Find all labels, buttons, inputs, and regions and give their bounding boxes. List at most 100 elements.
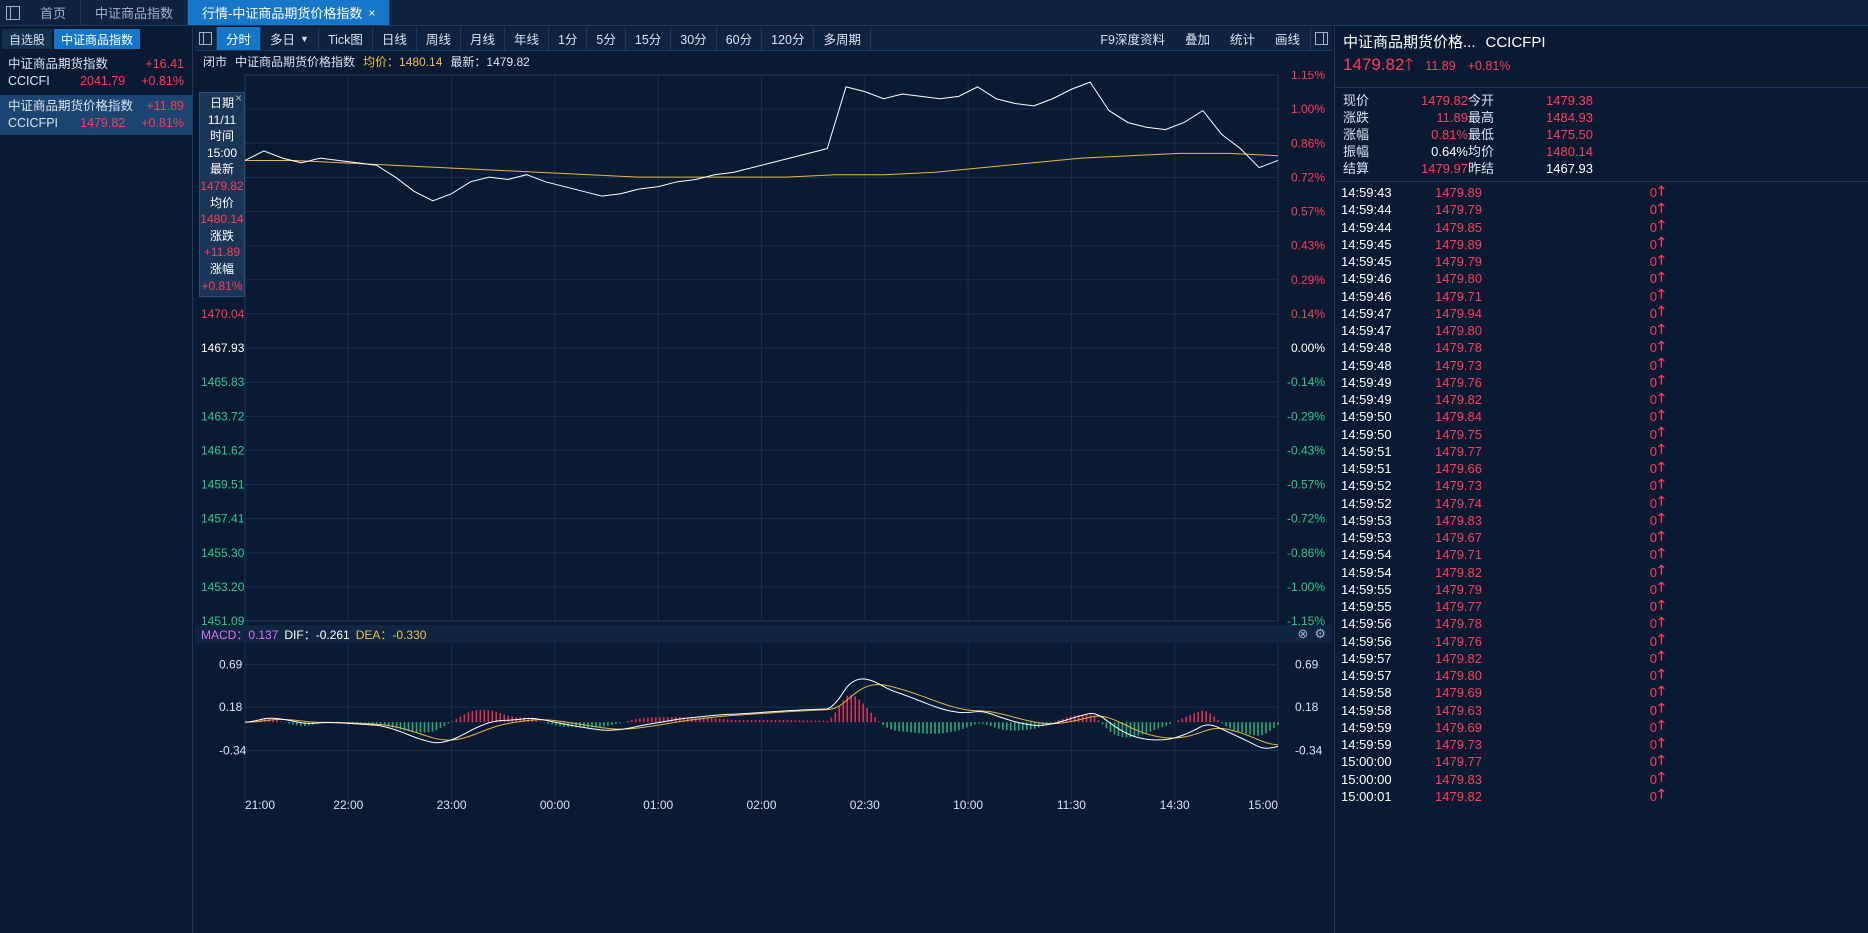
sidebar-toggle-icon[interactable]: [0, 0, 26, 25]
quote-value: 1479.97: [1421, 161, 1468, 176]
up-arrow-icon: 🡑: [1658, 682, 1665, 698]
tooltip-last: 1479.82: [200, 178, 244, 193]
tick-price: 1479.84: [1435, 409, 1482, 425]
tick-price: 1479.74: [1435, 495, 1482, 511]
macd-axis-tick: 0.69: [219, 658, 243, 672]
tab-index[interactable]: 中证商品指数: [81, 0, 189, 25]
up-arrow-icon: 🡑: [1658, 475, 1665, 491]
tick-volume: 0: [1649, 323, 1657, 339]
up-arrow-icon: 🡑: [1658, 700, 1665, 716]
tick-list: 14:59:43 1479.89 0 🡑 14:59:44 1479.79 0 🡑 14:59:…: [1335, 181, 1868, 805]
tooltip-pct: +0.81%: [201, 278, 243, 293]
tick-volume: 0: [1649, 719, 1657, 735]
tooltip-pct-label: 涨幅: [209, 261, 234, 276]
tick-row: 15:00:00 1479.83 0 🡑: [1335, 769, 1868, 788]
list-item[interactable]: 中证商品期货指数 +16.41 CCICFI 2041.79 +0.81%: [0, 53, 192, 93]
period-day[interactable]: 日线: [373, 27, 417, 50]
tick-price: 1479.83: [1435, 512, 1482, 528]
up-arrow-icon: 🡑: [1658, 458, 1665, 474]
tick-row: 14:59:55 1479.77 0 🡑: [1335, 596, 1868, 615]
draw-button[interactable]: 画线: [1274, 33, 1300, 47]
list-item-selected[interactable]: 中证商品期货价格指数 +11.89 CCICFPI 1479.82 +0.81%: [0, 95, 192, 135]
tick-price: 1479.76: [1435, 374, 1482, 390]
left-axis-tick: 1461.62: [201, 443, 245, 457]
macd-value: MACD：0.137: [201, 627, 279, 642]
tick-price: 1479.80: [1435, 271, 1482, 287]
left-axis-tick: 1463.72: [201, 409, 245, 423]
period-multiday[interactable]: 多日 ▼: [261, 27, 319, 50]
tick-row: 14:59:50 1479.75 0 🡑: [1335, 424, 1868, 443]
close-icon[interactable]: ×: [368, 5, 376, 20]
up-arrow-icon: 🡑: [1658, 372, 1665, 388]
period-15min[interactable]: 15分: [626, 27, 672, 50]
up-arrow-icon: 🡑: [1658, 665, 1665, 681]
tick-row: 14:59:45 1479.89 0 🡑: [1335, 234, 1868, 253]
item-pct: +0.81%: [141, 116, 184, 130]
period-30min[interactable]: 30分: [671, 27, 717, 50]
quote-price: 1479.82: [1343, 55, 1405, 74]
macd-axis-tick: 0.69: [1295, 658, 1319, 672]
quote-label: 涨跌: [1343, 110, 1370, 125]
tick-row: 14:59:56 1479.78 0 🡑: [1335, 614, 1868, 632]
tick-volume: 0: [1649, 512, 1657, 528]
panel-toggle-icon[interactable]: [195, 27, 217, 50]
tick-row: 14:59:44 1479.79 0 🡑: [1335, 200, 1868, 218]
tick-time: 15:00:01: [1341, 788, 1392, 804]
left-axis-tick: 1457.41: [201, 512, 245, 526]
period-120min[interactable]: 120分: [762, 27, 815, 50]
quote-value: 1479.38: [1546, 93, 1593, 108]
tick-volume: 0: [1649, 271, 1657, 287]
tick-row: 14:59:59 1479.73 0 🡑: [1335, 735, 1868, 753]
tick-row: 14:59:43 1479.89 0 🡑: [1335, 183, 1868, 201]
caret-down-icon: ▼: [300, 33, 309, 44]
up-arrow-icon: 🡑: [1658, 596, 1665, 612]
period-5min[interactable]: 5分: [587, 27, 626, 50]
period-intraday[interactable]: 分时: [217, 27, 262, 50]
close-icon[interactable]: ×: [234, 91, 242, 105]
tick-row: 14:59:53 1479.83 0 🡑: [1335, 510, 1868, 529]
period-60min[interactable]: 60分: [717, 27, 763, 50]
item-name: 中证商品期货价格指数: [8, 99, 134, 113]
up-arrow-icon: 🡑: [1658, 562, 1665, 578]
right-panel-toggle-icon[interactable]: [1310, 27, 1332, 50]
tick-price: 1479.69: [1435, 719, 1482, 735]
period-multi[interactable]: 多周期: [814, 27, 871, 50]
period-1min[interactable]: 1分: [549, 27, 588, 50]
tick-price: 1479.89: [1435, 236, 1482, 252]
tick-price: 1479.80: [1435, 668, 1482, 684]
period-week[interactable]: 周线: [417, 27, 461, 50]
tick-row: 14:59:59 1479.69 0 🡑: [1335, 717, 1868, 736]
period-tick[interactable]: Tick图: [319, 27, 373, 50]
price-chart[interactable]: 1.15% 1.00% 0.86% 0.72% 0.57% 0.43% 0.29% 0.14%…: [195, 71, 1332, 625]
tab-home[interactable]: 首页: [26, 0, 82, 25]
stats-button[interactable]: 统计: [1229, 33, 1255, 47]
tab-watchlist[interactable]: 自选股: [2, 29, 53, 49]
gear-icon[interactable]: ⚙: [1314, 626, 1326, 641]
tick-volume: 0: [1649, 616, 1657, 632]
period-year[interactable]: 年线: [505, 27, 549, 50]
x-axis-tick: 21:00: [245, 798, 275, 812]
tab-commodity-index[interactable]: 中证商品指数: [54, 29, 141, 49]
tooltip-time-label: 时间: [209, 129, 234, 144]
close-circle-icon[interactable]: ⊗: [1297, 626, 1309, 641]
tick-price: 1479.63: [1435, 702, 1482, 718]
tick-volume: 0: [1649, 564, 1657, 580]
tick-price: 1479.69: [1435, 685, 1482, 701]
right-axis-tick: 0.29%: [1291, 273, 1325, 287]
tab-home-label: 首页: [40, 6, 67, 21]
x-axis-tick: 11:30: [1057, 798, 1086, 812]
tick-price: 1479.77: [1435, 599, 1482, 615]
item-pct: +0.81%: [141, 74, 184, 88]
tick-price: 1479.71: [1435, 547, 1482, 563]
tick-price: 1479.67: [1435, 530, 1482, 546]
tick-volume: 0: [1649, 754, 1657, 770]
tick-volume: 0: [1649, 771, 1657, 787]
overlay-button[interactable]: 叠加: [1184, 33, 1210, 47]
item-code: CCICFPI: [8, 116, 58, 130]
period-month[interactable]: 月线: [461, 27, 505, 50]
f9-data-button[interactable]: F9深度资料: [1100, 33, 1165, 47]
instrument-name: 中证商品期货价格指数: [235, 54, 356, 69]
tab-quote[interactable]: 行情-中证商品期货价格指数 ×: [188, 0, 391, 25]
tick-volume: 0: [1649, 236, 1657, 252]
macd-chart[interactable]: 21:00 22:00 23:00 00:00 01:00 02:00 02:30 10:00…: [195, 643, 1332, 933]
